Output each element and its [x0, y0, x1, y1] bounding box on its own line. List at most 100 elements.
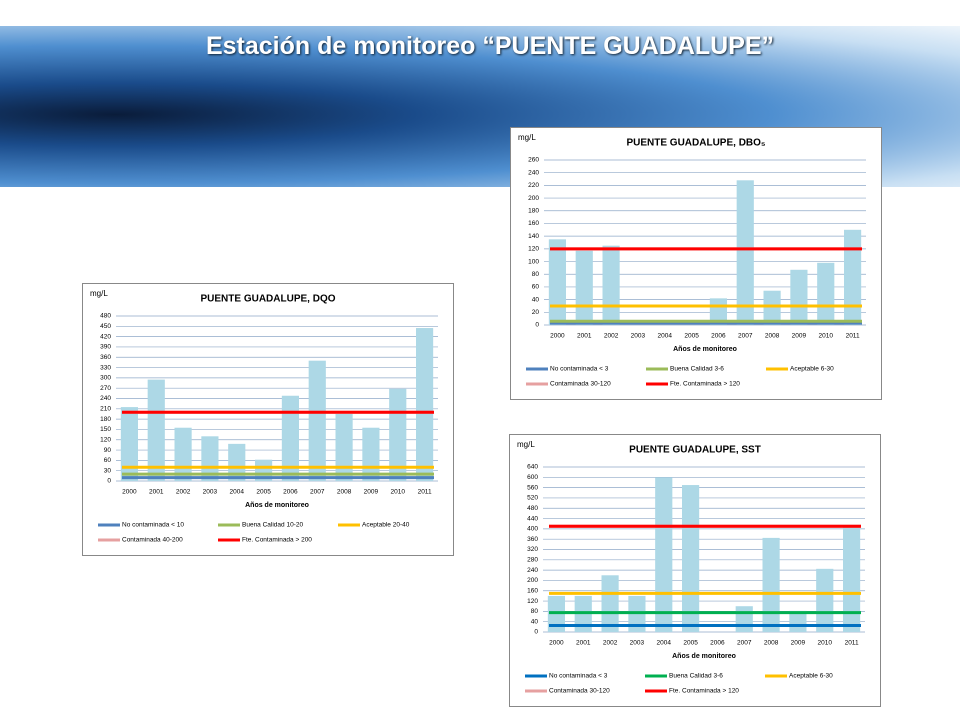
- y-tick-label: 80: [532, 271, 540, 278]
- y-tick-label: 320: [527, 546, 538, 553]
- x-tick-label: 2003: [630, 640, 645, 647]
- x-tick-label: 2003: [631, 333, 646, 340]
- bar: [735, 606, 753, 632]
- y-tick-label: 260: [528, 157, 539, 164]
- x-tick-label: 2011: [845, 640, 859, 647]
- y-tick-label: 60: [104, 457, 112, 464]
- legend-label: Fte. Contaminada > 120: [669, 688, 739, 695]
- bar: [816, 568, 834, 632]
- x-axis-title: Años de monitoreo: [245, 502, 309, 509]
- chart: PUENTE GUADALUPE, DBO₅ mg/L 0 20 40 60 80 100 12…: [510, 127, 882, 400]
- x-tick-label: 2009: [364, 489, 379, 496]
- slide-title: Estación de monitoreo “PUENTE GUADALUPE”: [205, 32, 775, 60]
- legend-label: No contaminada < 3: [549, 673, 608, 680]
- y-tick-label: 30: [104, 467, 112, 474]
- y-tick-label: 0: [535, 322, 539, 329]
- bar: [790, 269, 808, 325]
- y-tick-label: 220: [528, 182, 539, 189]
- x-tick-label: 2001: [149, 489, 164, 496]
- bar: [736, 180, 754, 325]
- x-tick-label: 2010: [818, 640, 833, 647]
- bar: [415, 328, 434, 481]
- legend-label: No contaminada < 10: [122, 522, 184, 529]
- x-tick-label: 2004: [658, 333, 673, 340]
- y-tick-label: 360: [527, 536, 538, 543]
- x-tick-label: 2005: [683, 640, 698, 647]
- y-tick-label: 280: [527, 557, 538, 564]
- bar: [548, 239, 567, 325]
- x-tick-label: 2007: [310, 489, 325, 496]
- chart-title: PUENTE GUADALUPE, DQO: [200, 294, 335, 305]
- x-tick-label: 2008: [337, 489, 352, 496]
- x-tick-label: 2004: [657, 640, 672, 647]
- x-tick-label: 2002: [604, 333, 619, 340]
- y-tick-label: 390: [100, 344, 111, 351]
- x-tick-label: 2009: [792, 333, 807, 340]
- x-tick-label: 2006: [711, 333, 726, 340]
- x-tick-label: 2001: [577, 333, 592, 340]
- y-tick-label: 270: [100, 385, 111, 392]
- y-tick-label: 360: [100, 354, 111, 361]
- bar: [308, 360, 326, 481]
- legend-label: Contaminada 30-120: [550, 381, 611, 388]
- y-tick-label: 210: [100, 406, 111, 413]
- bar: [147, 379, 165, 481]
- bar: [681, 485, 700, 632]
- legend-label: Contaminada 40-200: [122, 537, 183, 544]
- y-tick-label: 520: [527, 495, 538, 502]
- bar: [228, 443, 246, 481]
- legend-label: Fte. Contaminada > 200: [242, 537, 312, 544]
- y-tick-label: 200: [527, 577, 538, 584]
- y-tick-label: 150: [100, 426, 111, 433]
- y-tick-label: 420: [100, 333, 111, 340]
- x-tick-label: 2000: [550, 333, 565, 340]
- y-tick-label: 120: [100, 436, 111, 443]
- y-tick-label: 60: [532, 284, 540, 291]
- x-tick-label: 2006: [710, 640, 725, 647]
- x-tick-label: 2006: [283, 489, 298, 496]
- y-tick-label: 120: [528, 246, 539, 253]
- bar: [601, 575, 619, 632]
- chart-title: PUENTE GUADALUPE, DBO₅: [626, 138, 765, 149]
- y-tick-label: 440: [527, 515, 538, 522]
- legend-label: Aceptable 20-40: [362, 522, 410, 529]
- chart-title: PUENTE GUADALUPE, SST: [629, 445, 761, 456]
- legend-label: Buena Calidad 3-6: [670, 366, 724, 373]
- bar: [817, 262, 835, 325]
- chart: PUENTE GUADALUPE, SSTmg/L040801201602002…: [509, 434, 881, 707]
- y-tick-label: 400: [527, 526, 538, 533]
- bar: [281, 395, 300, 481]
- legend-label: Aceptable 6-30: [789, 673, 833, 680]
- legend-label: No contaminada < 3: [550, 366, 609, 373]
- legend-label: Buena Calidad 10-20: [242, 522, 303, 529]
- bar: [843, 229, 862, 325]
- x-tick-label: 2005: [684, 333, 699, 340]
- x-tick-label: 2007: [737, 640, 752, 647]
- y-tick-label: 480: [527, 505, 538, 512]
- x-tick-label: 2011: [846, 333, 860, 340]
- x-tick-label: 2003: [203, 489, 218, 496]
- y-tick-label: 330: [100, 364, 111, 371]
- y-axis-unit: mg/L: [90, 289, 108, 298]
- bar: [254, 459, 273, 481]
- y-tick-label: 120: [527, 598, 538, 605]
- y-tick-label: 640: [527, 464, 538, 471]
- y-tick-label: 200: [528, 195, 539, 202]
- chart: PUENTE GUADALUPE, DQO mg/L 0 30 60 90 120 150 18…: [82, 283, 454, 556]
- bar: [335, 413, 353, 481]
- bar: [655, 477, 673, 632]
- legend-label: Fte. Contaminada > 120: [670, 381, 740, 388]
- y-tick-label: 240: [100, 395, 111, 402]
- y-axis-unit: mg/L: [517, 440, 535, 449]
- x-tick-label: 2005: [256, 489, 271, 496]
- x-tick-label: 2010: [391, 489, 406, 496]
- bar: [602, 245, 620, 325]
- y-tick-label: 480: [100, 313, 111, 320]
- x-tick-label: 2008: [764, 640, 779, 647]
- x-axis-title: Años de monitoreo: [672, 653, 736, 660]
- y-tick-label: 160: [527, 587, 538, 594]
- y-tick-label: 40: [531, 618, 539, 625]
- bar: [762, 537, 780, 632]
- y-tick-label: 240: [527, 567, 538, 574]
